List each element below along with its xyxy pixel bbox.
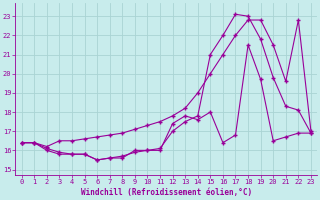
X-axis label: Windchill (Refroidissement éolien,°C): Windchill (Refroidissement éolien,°C) <box>81 188 252 197</box>
